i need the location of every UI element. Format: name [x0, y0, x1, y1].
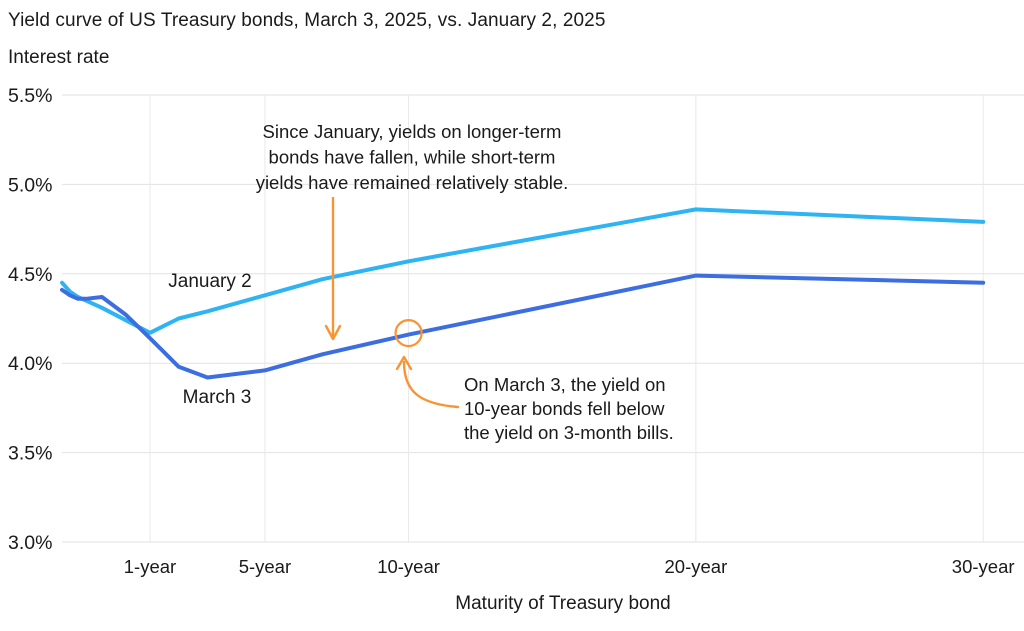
series-label-january-2: January 2 [168, 271, 251, 292]
highlight-circle-icon [394, 318, 423, 348]
annotation-top-line: Since January, yields on longer-term [263, 121, 562, 142]
x-tick-label: 30-year [952, 556, 1015, 577]
x-tick-label: 1-year [124, 556, 176, 577]
y-tick-label: 4.5% [8, 264, 52, 286]
x-tick-label: 10-year [377, 556, 440, 577]
x-tick-label: 20-year [665, 556, 728, 577]
y-axis-title: Interest rate [8, 47, 110, 68]
y-tick-label: 5.0% [8, 174, 52, 196]
y-tick-label: 3.0% [8, 532, 52, 554]
series-label-march-3: March 3 [183, 387, 252, 408]
annotation-bottom-line: On March 3, the yield on [464, 374, 666, 395]
down-arrow-head-icon [324, 324, 342, 341]
annotation-bottom-line: 10-year bonds fell below [464, 398, 665, 419]
curved-arrow-head-icon [395, 355, 413, 371]
series-line-march-3 [60, 273, 986, 380]
y-tick-label: 4.0% [8, 353, 52, 375]
y-tick-label: 3.5% [8, 443, 52, 465]
x-tick-label: 5-year [239, 556, 291, 577]
annotation-top-line: yields have remained relatively stable. [256, 172, 569, 193]
annotation-top-line: bonds have fallen, while short-term [269, 147, 556, 168]
annotation-bottom-line: the yield on 3-month bills. [464, 422, 674, 443]
y-tick-label: 5.5% [8, 85, 52, 107]
chart-title: Yield curve of US Treasury bonds, March … [8, 10, 606, 31]
x-axis-title: Maturity of Treasury bond [455, 593, 670, 614]
curved-arrow [402, 360, 460, 409]
